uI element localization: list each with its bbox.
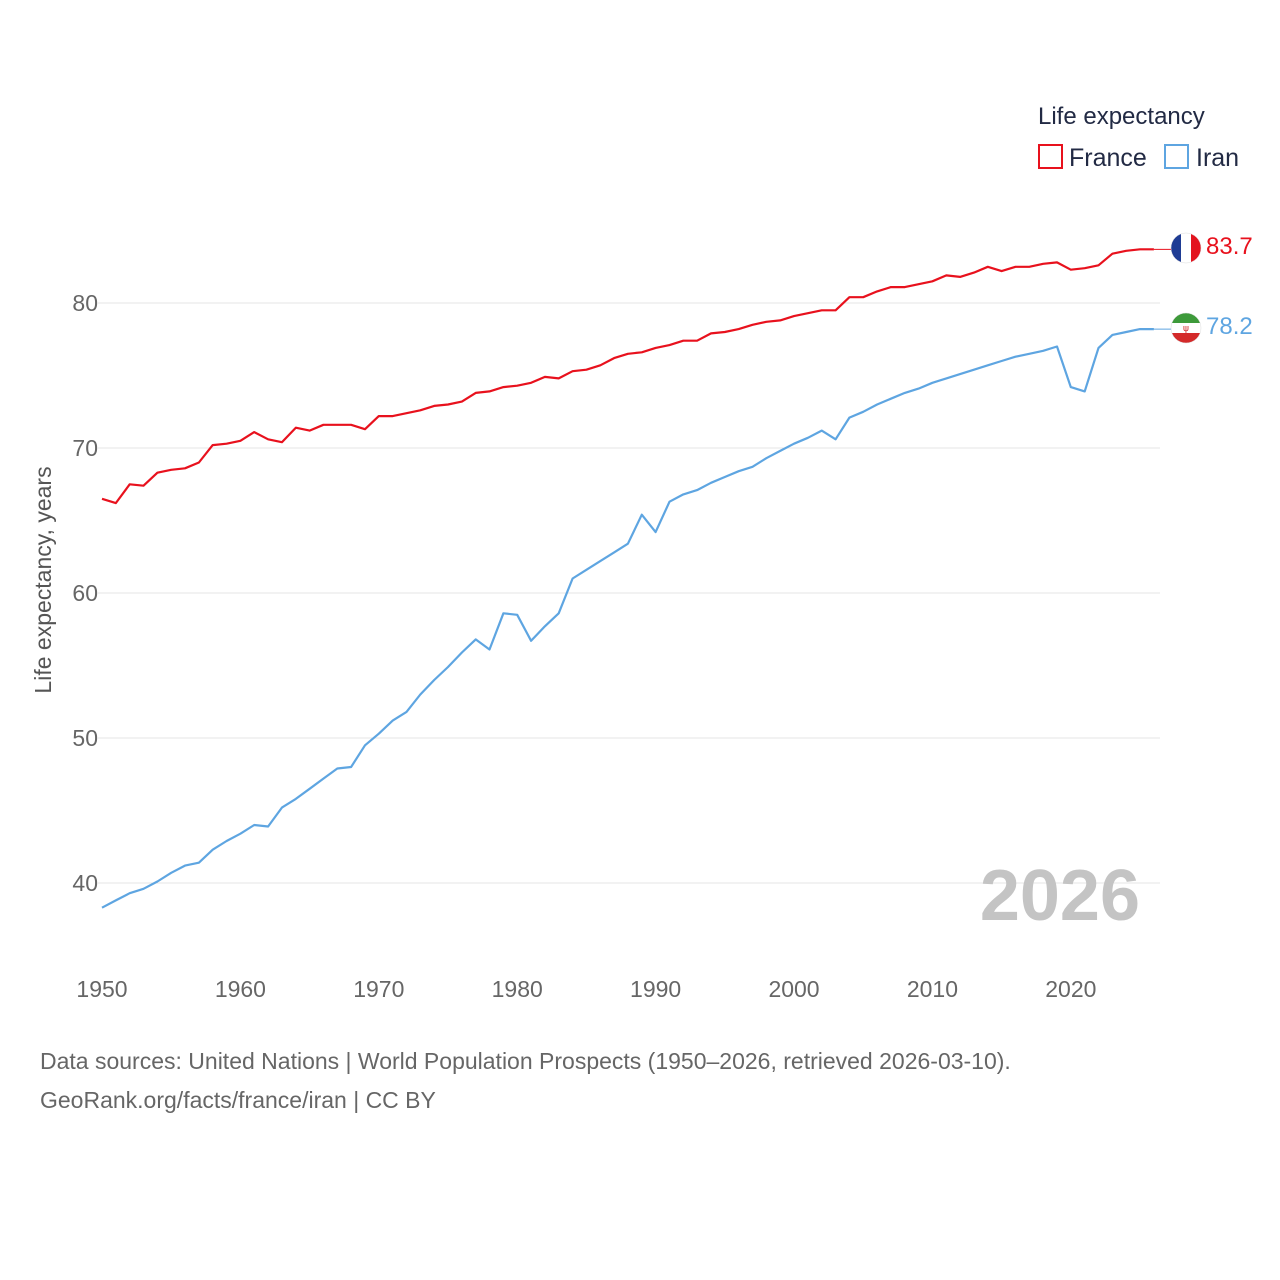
- iran-end-label: 78.2: [1206, 313, 1253, 340]
- y-axis-title: Life expectancy, years: [30, 466, 56, 693]
- france-legend-swatch: [1038, 144, 1063, 169]
- iran-legend-label: Iran: [1196, 144, 1239, 172]
- svg-text:ψ: ψ: [1183, 324, 1189, 334]
- x-tick-label: 1950: [76, 976, 127, 1002]
- end-markers: 83.7 ψ 78.2: [1170, 232, 1253, 344]
- iran-flag-icon: ψ: [1170, 312, 1202, 344]
- series-line-iran: [101, 328, 1154, 909]
- current-year-label: 2026: [980, 856, 1140, 936]
- y-tick-label: 80: [72, 290, 98, 316]
- y-tick-label: 60: [72, 580, 98, 606]
- series-line-france: [101, 248, 1154, 505]
- x-tick-label: 1980: [492, 976, 543, 1002]
- series-lines: [101, 248, 1172, 909]
- iran-legend-swatch: [1164, 144, 1189, 169]
- source-link-text[interactable]: GeoRank.org/facts/france/iran | CC BY: [40, 1087, 436, 1113]
- y-tick-label: 70: [72, 435, 98, 461]
- legend-title: Life expectancy: [1038, 103, 1205, 130]
- x-tick-label: 2000: [768, 976, 819, 1002]
- france-flag-icon: [1170, 232, 1202, 264]
- gridlines: [98, 302, 1160, 884]
- y-tick-label: 40: [72, 870, 98, 896]
- y-tick-label: 50: [72, 725, 98, 751]
- x-tick-label: 1960: [215, 976, 266, 1002]
- france-end-label: 83.7: [1206, 233, 1253, 260]
- data-source-text: Data sources: United Nations | World Pop…: [40, 1048, 1011, 1074]
- x-tick-label: 2020: [1045, 976, 1096, 1002]
- y-axis-ticks: 40 50 60 70 80: [72, 290, 98, 896]
- legend: Life expectancy France Iran: [1038, 103, 1239, 172]
- x-axis-ticks: 1950 1960 1970 1980 1990 2000 2010 2020: [76, 976, 1096, 1002]
- france-legend-label: France: [1069, 144, 1147, 172]
- x-tick-label: 1990: [630, 976, 681, 1002]
- life-expectancy-chart: 40 50 60 70 80 1950 1960 1970 1980 1990 2000 2010 2…: [30, 103, 1253, 1002]
- x-tick-label: 2010: [907, 976, 958, 1002]
- footer: Data sources: United Nations | World Pop…: [40, 1042, 1011, 1120]
- x-tick-label: 1970: [353, 976, 404, 1002]
